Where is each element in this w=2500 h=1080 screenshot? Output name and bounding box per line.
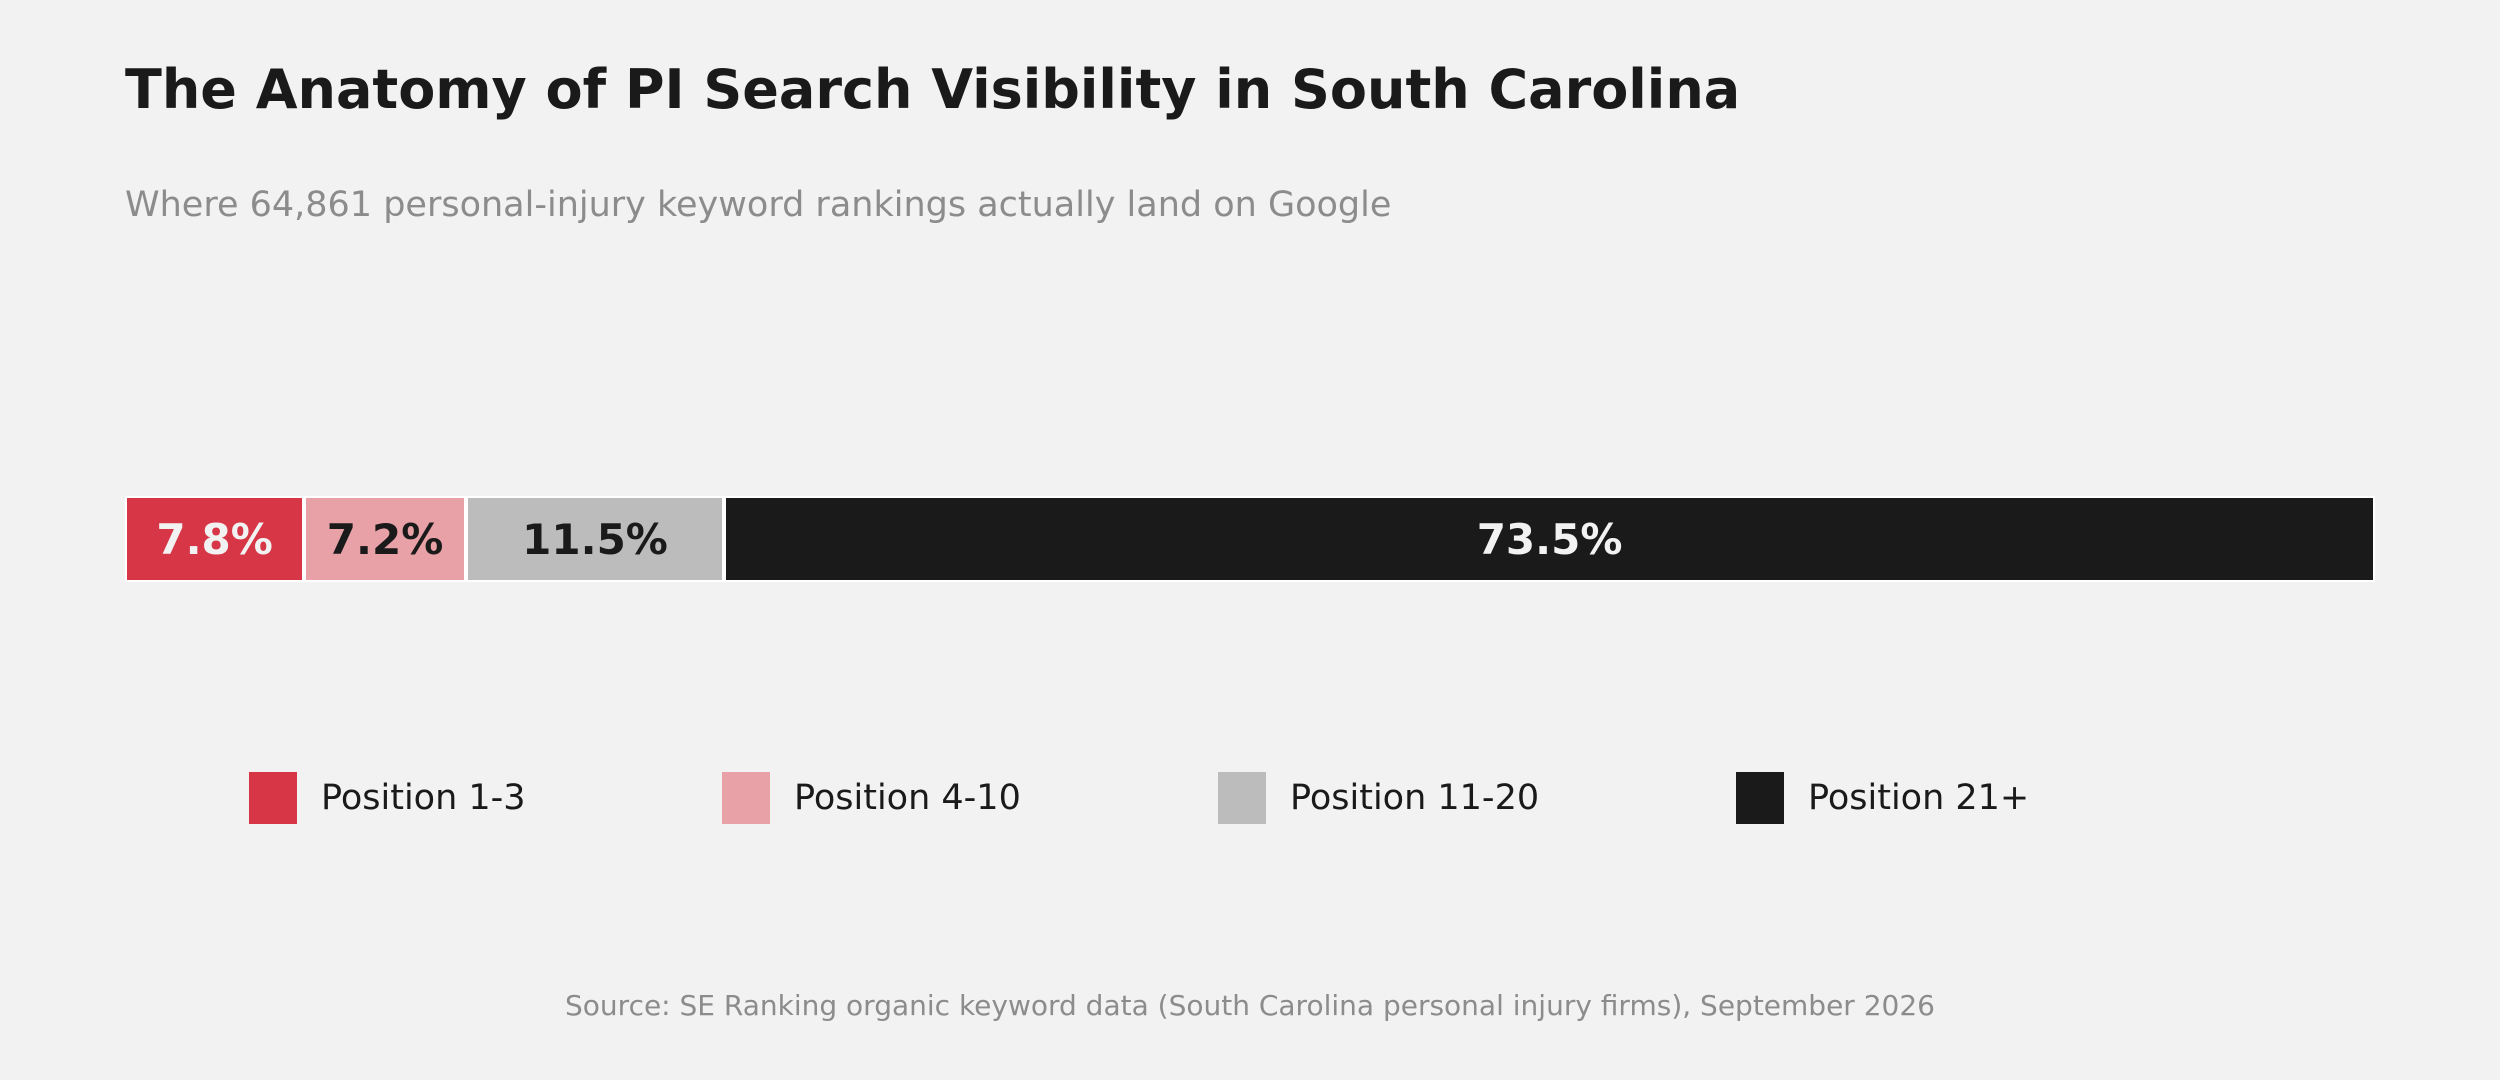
bar-segment-4: 73.5% [722,498,2373,580]
legend-item: Position 21+ [1736,770,2029,826]
stacked-bar: 7.8% 7.2% 11.5% 73.5% [125,496,2375,582]
legend-swatch [1736,772,1784,824]
bar-segment-3: 11.5% [463,498,723,580]
legend-swatch [722,772,770,824]
chart-title: The Anatomy of PI Search Visibility in S… [125,58,1741,121]
legend-label: Position 11-20 [1290,778,1540,818]
bar-segment-1: 7.8% [127,498,303,580]
legend-item: Position 11-20 [1218,770,1539,826]
bar-segment-label: 7.8% [156,514,273,564]
legend-item: Position 4-10 [722,770,1021,826]
bar-segment-label: 11.5% [522,514,668,564]
legend-swatch [249,772,297,824]
bar-segment-2: 7.2% [302,498,464,580]
legend: Position 1-3 Position 4-10 Position 11-20 P… [0,770,2500,826]
legend-label: Position 4-10 [794,778,1021,818]
source-note: Source: SE Ranking organic keyword data … [565,989,1935,1022]
legend-label: Position 21+ [1808,778,2030,818]
legend-label: Position 1-3 [321,778,526,818]
bar-segment-label: 73.5% [1476,514,1623,564]
bar-segment-label: 7.2% [326,514,444,564]
legend-item: Position 1-3 [249,770,526,826]
legend-swatch [1218,772,1266,824]
chart-subtitle: Where 64,861 personal-injury keyword ran… [125,185,1392,225]
